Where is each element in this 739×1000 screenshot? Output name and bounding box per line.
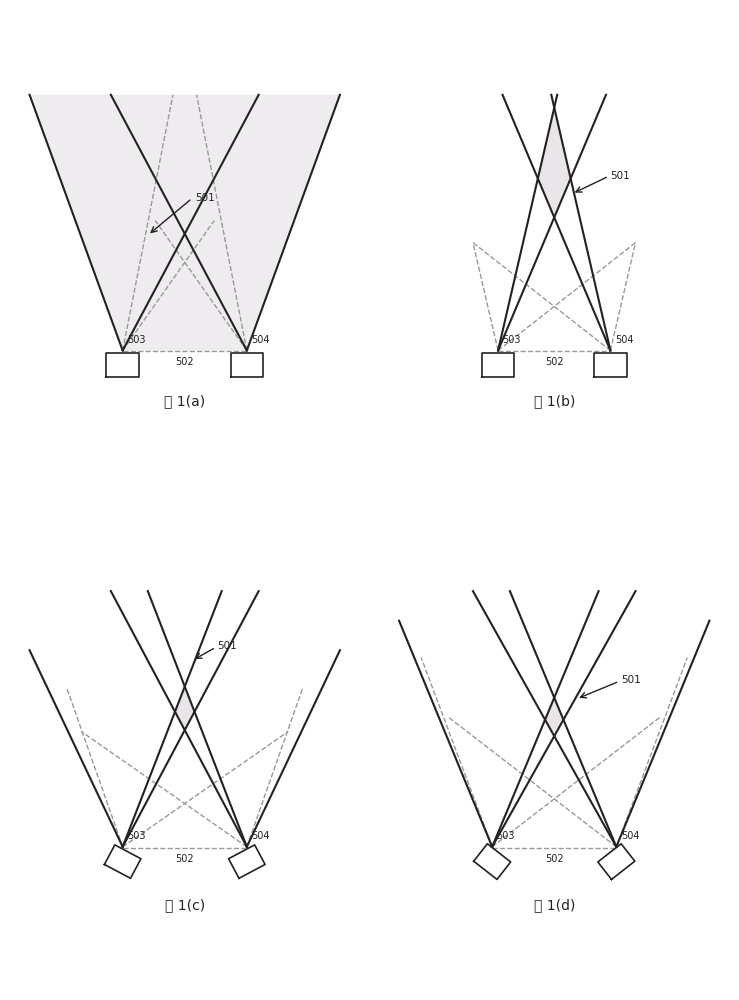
Text: 图 1(d): 图 1(d)	[534, 898, 575, 912]
Text: 图 1(b): 图 1(b)	[534, 394, 575, 408]
Polygon shape	[30, 95, 340, 351]
Polygon shape	[545, 698, 563, 736]
Text: 503: 503	[497, 831, 515, 841]
Text: 502: 502	[545, 357, 564, 367]
Text: 504: 504	[251, 831, 270, 841]
Text: 503: 503	[127, 831, 146, 841]
Polygon shape	[175, 687, 194, 730]
Polygon shape	[538, 108, 571, 217]
Text: 503: 503	[127, 335, 146, 345]
Text: 504: 504	[251, 335, 270, 345]
Text: 501: 501	[610, 171, 630, 181]
Text: 502: 502	[175, 357, 194, 367]
Polygon shape	[545, 698, 563, 736]
Polygon shape	[175, 687, 194, 730]
Text: 502: 502	[545, 854, 564, 864]
Text: 503: 503	[503, 335, 521, 345]
Text: 图 1(c): 图 1(c)	[165, 898, 205, 912]
Polygon shape	[538, 108, 571, 217]
Text: 图 1(a): 图 1(a)	[164, 394, 205, 408]
Text: 501: 501	[621, 675, 641, 685]
Text: 504: 504	[615, 335, 633, 345]
Text: 501: 501	[195, 193, 215, 203]
Text: 501: 501	[217, 641, 237, 651]
Text: 504: 504	[621, 831, 639, 841]
Text: 502: 502	[175, 854, 194, 864]
Polygon shape	[30, 95, 340, 351]
